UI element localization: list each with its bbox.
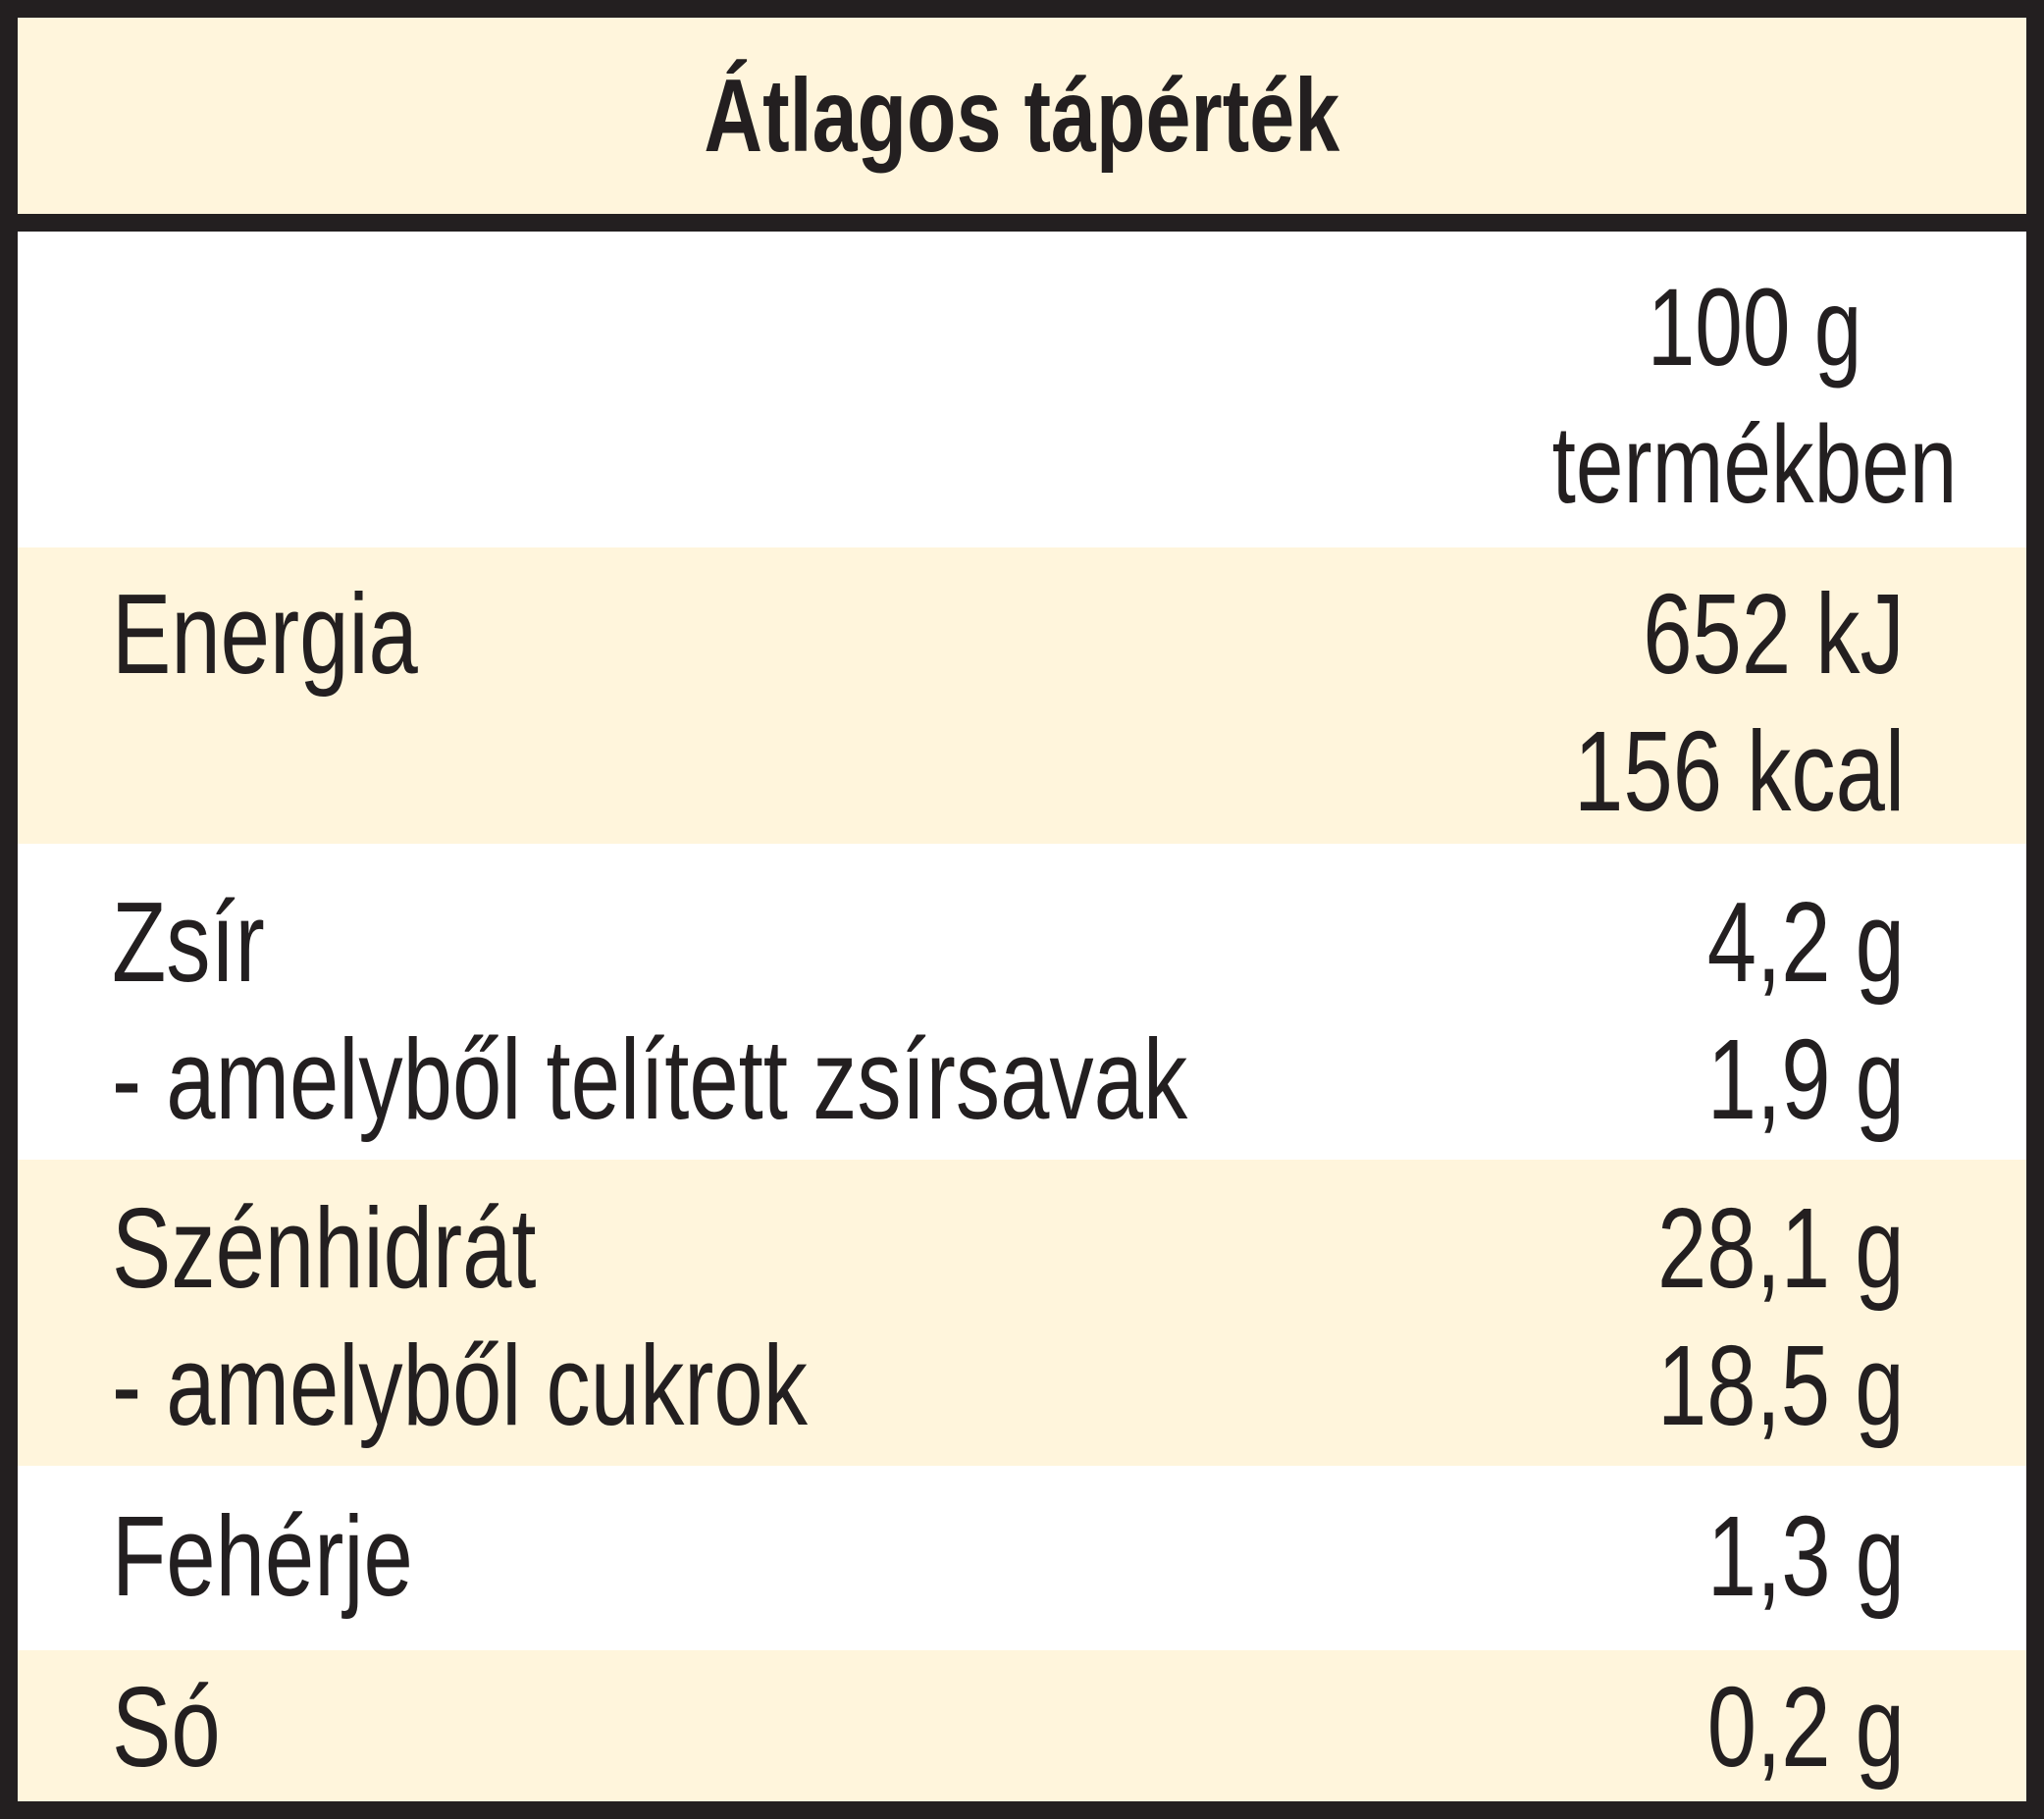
fat-band [18, 844, 2026, 1160]
table-title: Átlagos tápérték [704, 57, 1340, 174]
row-label-fat: Zsír [112, 878, 265, 1006]
title-divider [18, 214, 2026, 232]
row-label-protein: Fehérje [112, 1492, 413, 1620]
row-label-carbohydrate: Szénhidrát [112, 1184, 537, 1312]
row-value-fat: 4,2 g [1706, 878, 1905, 1006]
row-label-energy: Energia [112, 570, 418, 698]
row-label-saturated-fat: - amelyből telített zsírsavak [112, 1015, 1188, 1143]
row-value-salt: 0,2 g [1706, 1663, 1905, 1791]
title-bar: Átlagos tápérték [18, 18, 2026, 214]
row-label-sugars: - amelyből cukrok [112, 1322, 808, 1449]
carbohydrate-band [18, 1160, 2026, 1466]
protein-band [18, 1466, 2026, 1650]
column-header-amount: 100 g [1647, 266, 1862, 389]
column-header-unit: termékben [1551, 403, 1958, 526]
row-label-salt: Só [112, 1663, 221, 1791]
salt-band [18, 1650, 2026, 1801]
row-value-sugars: 18,5 g [1657, 1322, 1905, 1449]
row-value-carbohydrate: 28,1 g [1657, 1184, 1905, 1312]
row-value-energy-kj: 652 kJ [1643, 570, 1905, 698]
row-value-energy-kcal: 156 kcal [1573, 707, 1905, 835]
energy-band [18, 547, 2026, 844]
header-band [18, 232, 2026, 547]
row-value-protein: 1,3 g [1706, 1492, 1905, 1620]
row-value-saturated-fat: 1,9 g [1706, 1015, 1905, 1143]
